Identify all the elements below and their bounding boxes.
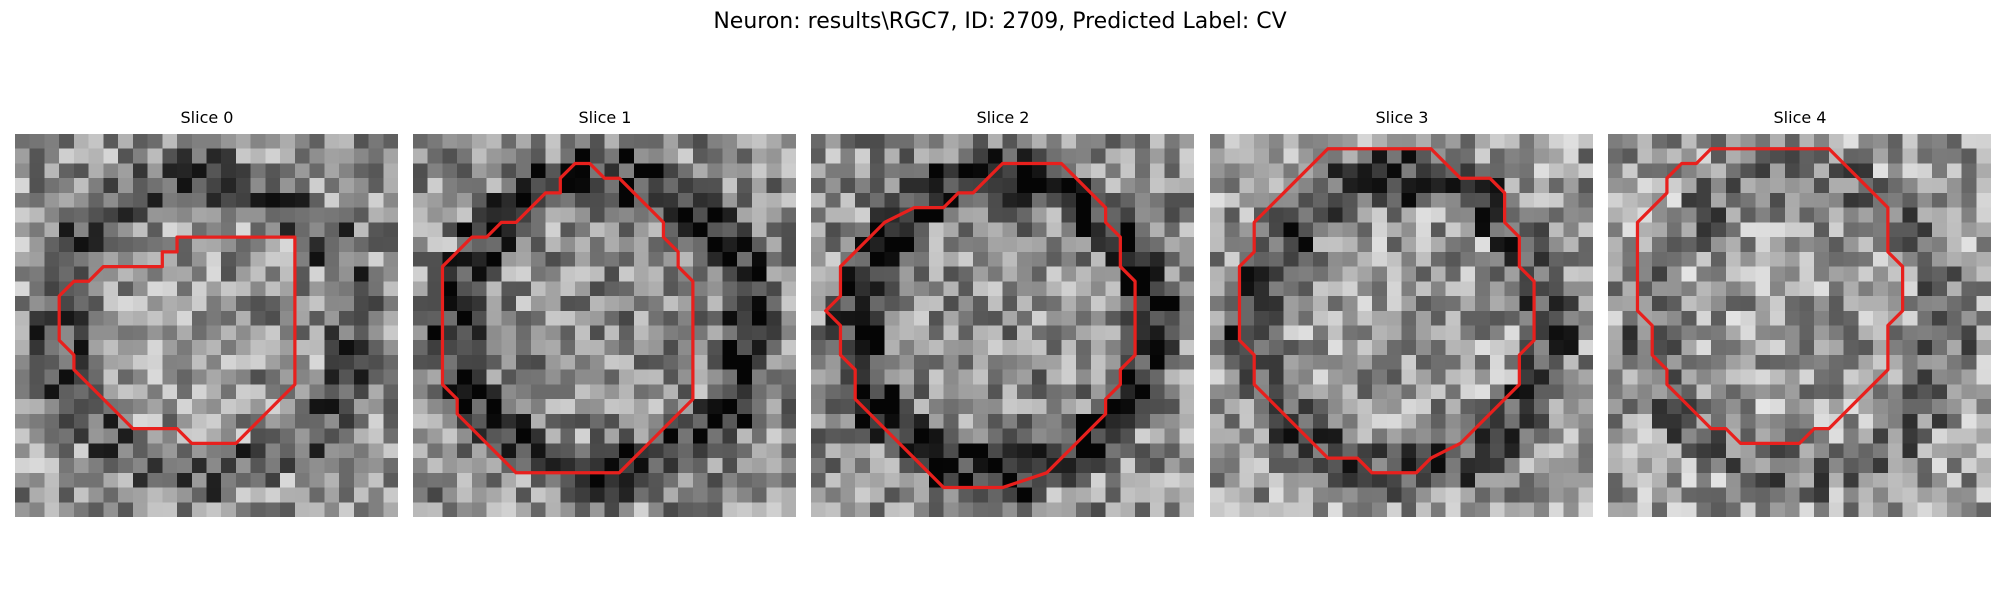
- slice-title: Slice 1: [578, 108, 632, 127]
- slice-image: [1608, 134, 1991, 517]
- slice-image: [413, 134, 796, 517]
- slice-title: Slice 2: [976, 108, 1030, 127]
- cell-contour: [57, 235, 297, 445]
- slice-title: Slice 4: [1773, 108, 1827, 127]
- figure-title: Neuron: results\RGC7, ID: 2709, Predicte…: [713, 9, 1287, 34]
- cell-contour: [1237, 147, 1536, 475]
- slice-image: [1210, 134, 1593, 517]
- slice-panel: Slice 1: [413, 108, 797, 517]
- slice-image: [15, 134, 398, 517]
- slice-title: Slice 0: [180, 108, 234, 127]
- slice-image: [811, 134, 1194, 517]
- slice-panel: Slice 3: [1210, 108, 1594, 517]
- cell-contour: [1635, 147, 1905, 445]
- slice-panel: Slice 0: [15, 108, 399, 517]
- cell-contour: [824, 161, 1137, 490]
- slice-panel: Slice 4: [1608, 108, 1992, 517]
- slice-panel: Slice 2: [811, 108, 1195, 517]
- slice-title: Slice 3: [1375, 108, 1429, 127]
- cell-contour: [440, 161, 695, 475]
